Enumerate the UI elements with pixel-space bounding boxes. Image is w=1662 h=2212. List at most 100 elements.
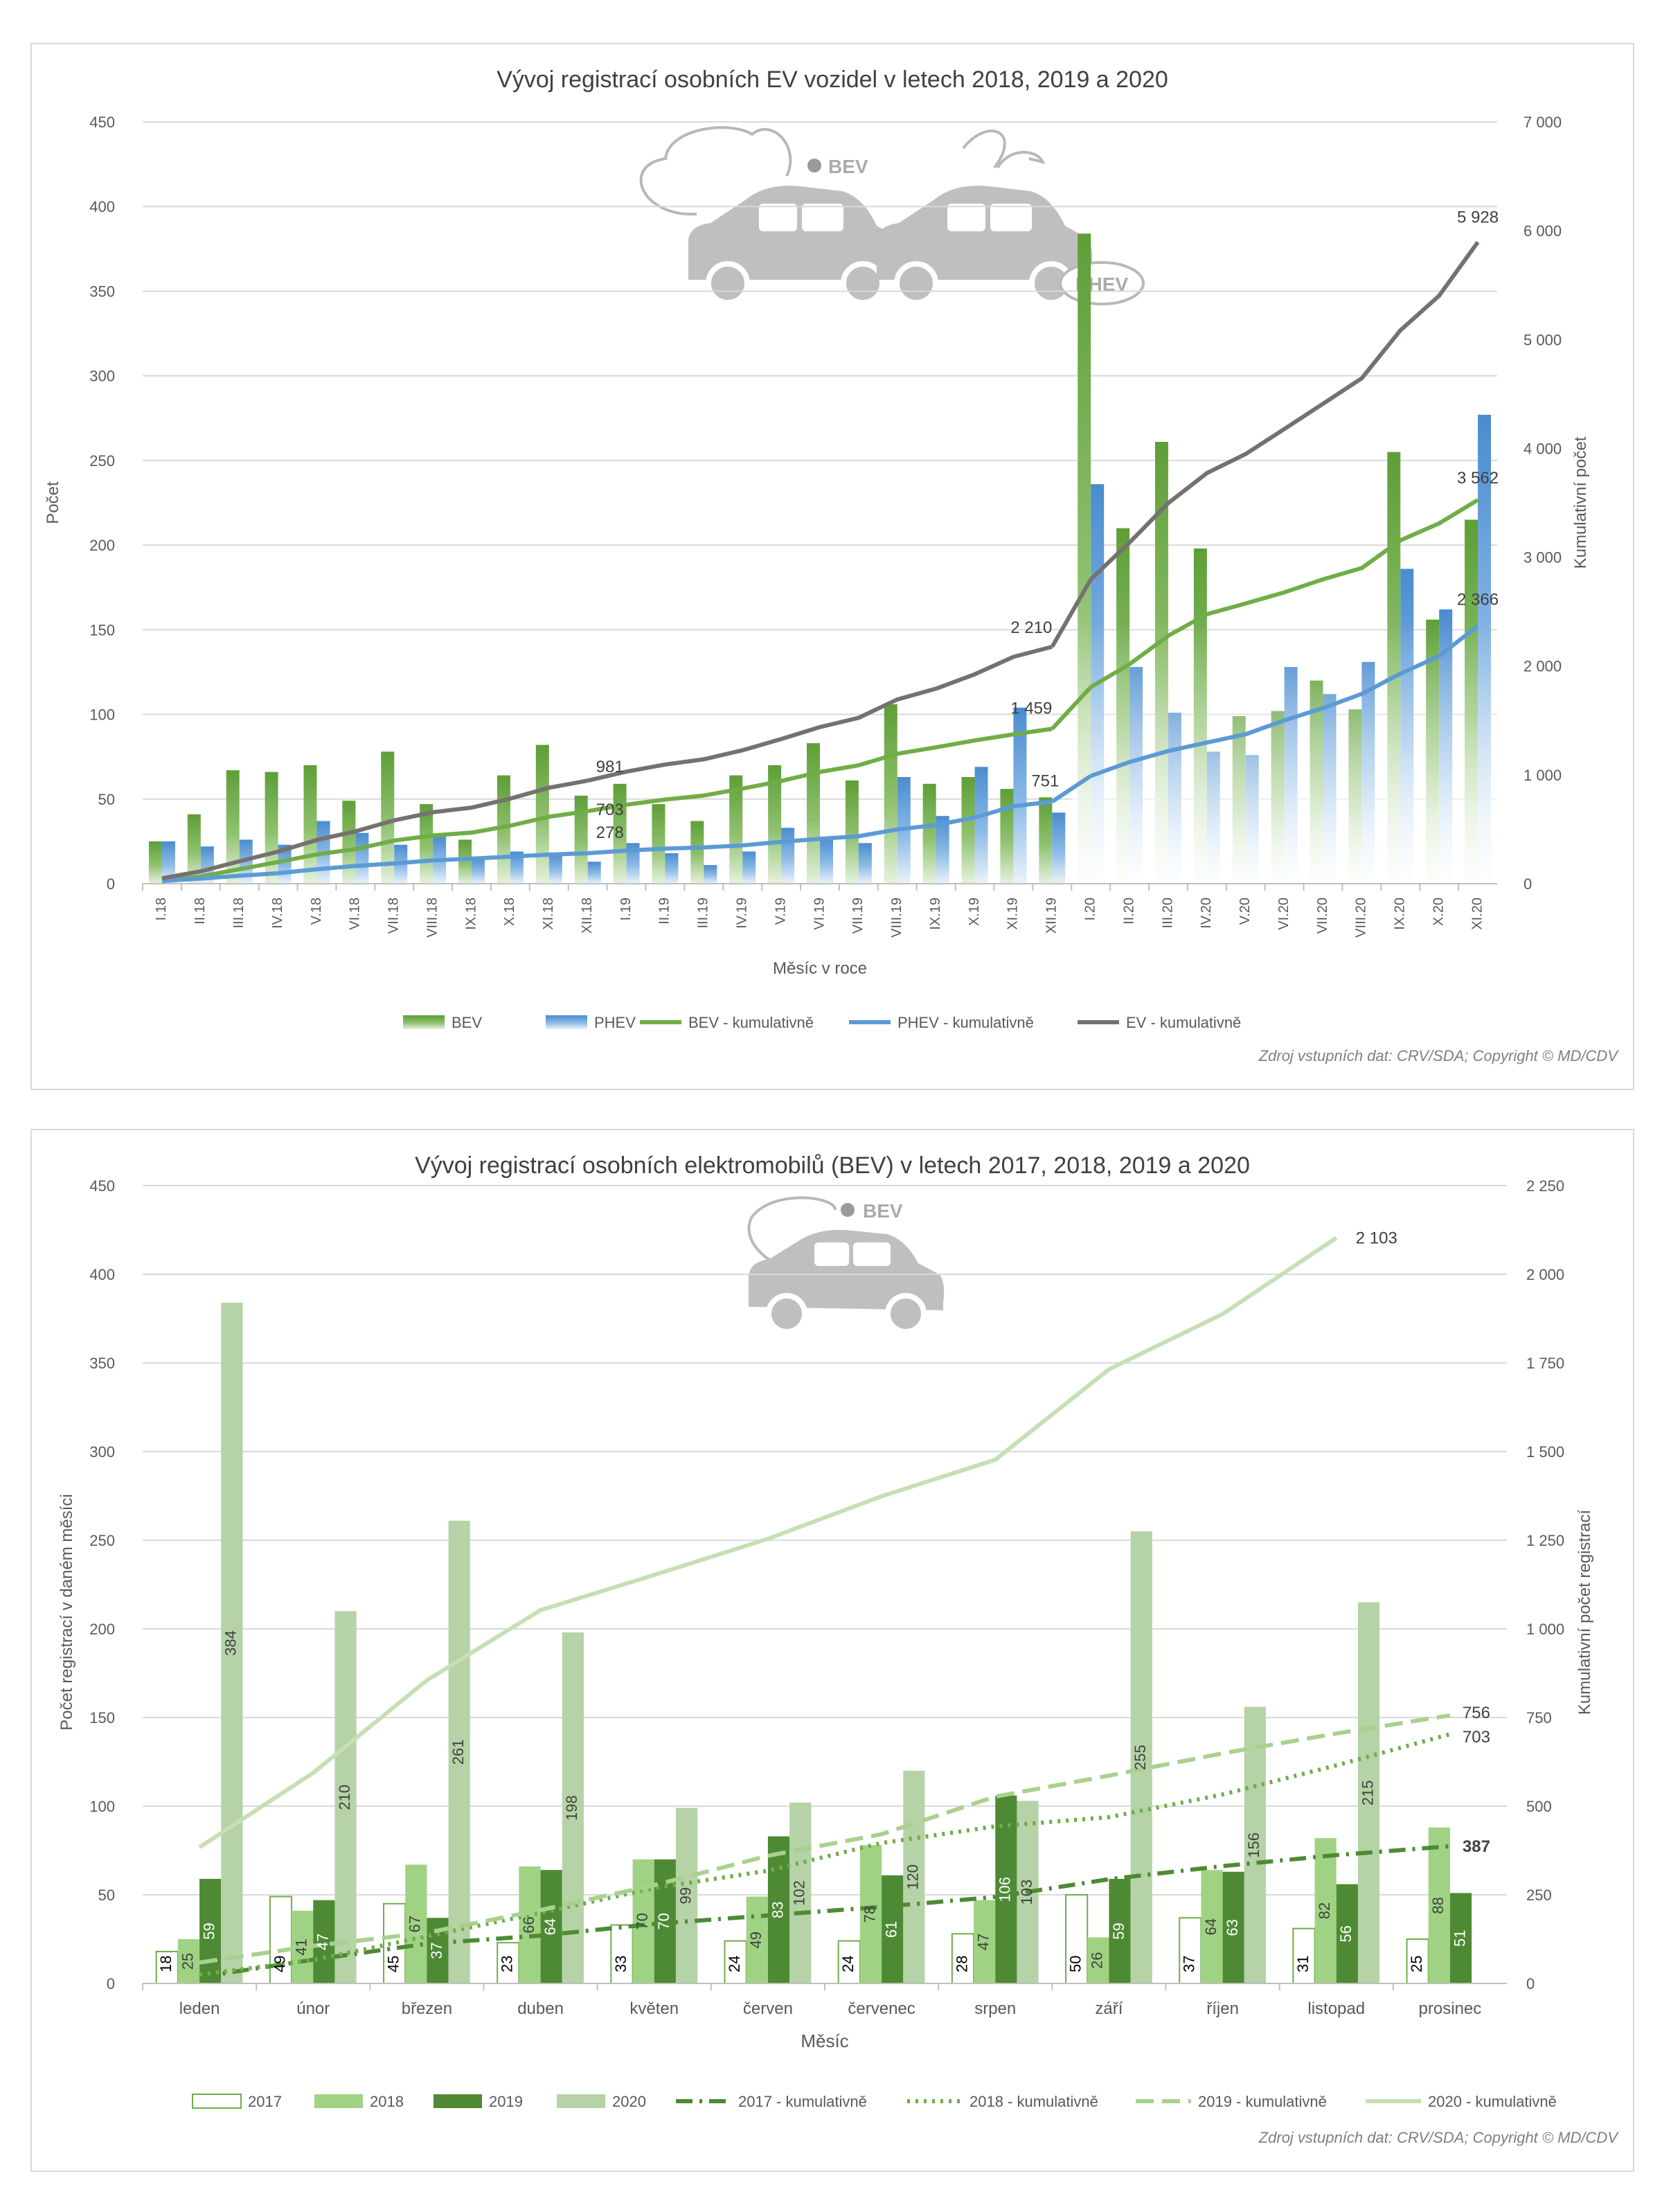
bev-bar	[845, 780, 859, 884]
x-tick-label: červen	[743, 1999, 793, 2018]
bar-value-label: 23	[499, 1956, 516, 1972]
bar-value-label: 64	[542, 1918, 559, 1935]
bev-bar	[961, 777, 975, 884]
bar-value-label: 51	[1451, 1929, 1468, 1946]
bar-value-label: 70	[634, 1913, 651, 1929]
x-axis-label: Měsíc	[801, 2031, 848, 2051]
bar-value-label: 59	[200, 1923, 217, 1939]
phev-bar	[161, 841, 175, 884]
y-tick-label: 400	[89, 198, 115, 215]
bev-bar	[613, 783, 627, 884]
y-tick-label: 200	[89, 1621, 115, 1638]
bev-bar	[535, 744, 549, 884]
y-tick-label: 0	[107, 1975, 115, 1992]
legend-2020-cumulative: 2020 - kumulativně	[1366, 2093, 1557, 2110]
bar-value-label: 210	[336, 1785, 353, 1810]
phev-cumulative-line	[1051, 774, 1092, 804]
bar-2017	[610, 1924, 634, 1985]
bar-2020	[1244, 1706, 1266, 1983]
end-label-2019: 756	[1463, 1704, 1490, 1722]
legend-bev: BEV	[403, 1014, 482, 1031]
y-tick-label: 50	[98, 1887, 115, 1904]
window-icon	[802, 204, 843, 231]
legend-label: PHEV - kumulativně	[897, 1014, 1034, 1031]
bar-2019	[1336, 1884, 1358, 1983]
bev-bar	[226, 770, 240, 884]
phev-cumulative-line	[161, 851, 588, 884]
phev-bar	[974, 767, 988, 884]
x-tick-label: V.20	[1237, 898, 1253, 925]
bar-value-label: 215	[1359, 1780, 1376, 1805]
y2-tick-label: 0	[1524, 875, 1532, 893]
phev-bar	[781, 828, 795, 884]
ev-cumulative-line	[587, 769, 627, 783]
phev-bar	[1013, 707, 1027, 884]
bar-2017	[269, 1896, 293, 1985]
legend-2018: 2018	[314, 2093, 404, 2110]
data-label: 981	[596, 758, 624, 776]
x-tick-label: V.18	[309, 898, 324, 925]
y2-axis-label: Kumulativní počet registrací	[1575, 1510, 1594, 1715]
x-tick-label: VII.20	[1315, 898, 1330, 934]
x-tick-label: II.19	[657, 898, 672, 925]
legend-ev-cumulative: EV - kumulativně	[1078, 1014, 1241, 1031]
x-tick-label: XI.20	[1469, 898, 1485, 930]
x-tick-label: X.18	[502, 898, 517, 926]
y-tick-label: 450	[89, 1177, 115, 1195]
y2-tick-label: 3 000	[1524, 549, 1562, 567]
y-tick-label: 100	[89, 1798, 115, 1815]
bev-cumulative-line	[1089, 498, 1479, 689]
ev-cumulative-line	[626, 644, 1053, 774]
ev-cumulative-line	[1089, 240, 1480, 581]
x-axis-label: Měsíc v roce	[773, 959, 867, 978]
end-label-2020: 2 103	[1356, 1229, 1397, 1247]
ev-cumulative-line	[1050, 578, 1093, 648]
phev-bar	[742, 851, 756, 884]
bar-value-label: 49	[747, 1932, 765, 1948]
y2-tick-label: 1 250	[1526, 1532, 1564, 1549]
y2-tick-label: 1 000	[1526, 1621, 1564, 1638]
y2-tick-label: 1 500	[1526, 1443, 1564, 1461]
bev-bar	[768, 765, 782, 884]
bev-illustration: BEV	[747, 1196, 945, 1335]
bar-value-label: 61	[882, 1921, 900, 1938]
data-label: 3 562	[1457, 469, 1499, 488]
x-tick-label: II.20	[1121, 898, 1136, 925]
bar-value-label: 106	[997, 1877, 1014, 1902]
y2-tick-label: 1 000	[1524, 767, 1562, 784]
bev-bar	[574, 795, 588, 884]
cable-icon	[639, 126, 792, 216]
phev-bar	[510, 851, 524, 884]
bar-2018	[746, 1896, 768, 1983]
plug-icon	[841, 1203, 855, 1217]
phev-bar	[472, 856, 485, 884]
phev-bar	[587, 862, 601, 884]
bar-value-label: 198	[563, 1795, 580, 1821]
chart-ev-registrations: Vývoj registrací osobních EV vozidel v l…	[44, 66, 1619, 1064]
x-tick-label: duben	[517, 1999, 564, 2018]
bar-2020	[221, 1302, 243, 1983]
bar-value-label: 59	[1110, 1923, 1127, 1939]
bar-2020	[789, 1802, 812, 1983]
phev-bar	[355, 832, 369, 884]
x-tick-label: květen	[629, 1999, 679, 2018]
bar-value-label: 156	[1245, 1832, 1262, 1858]
y-tick-label: 300	[89, 368, 115, 385]
legend-swatch	[403, 1015, 445, 1029]
phev-bar	[626, 843, 640, 884]
x-tick-label: I.20	[1082, 898, 1098, 920]
wheel-icon	[841, 261, 885, 305]
bev-bar	[1000, 789, 1014, 884]
x-tick-label: XII.19	[1044, 898, 1060, 934]
bar-value-label: 120	[904, 1864, 922, 1890]
bar-2019	[1109, 1878, 1131, 1983]
cable-icon	[962, 130, 1046, 169]
x-tick-label: III.19	[696, 898, 711, 928]
y-tick-label: 250	[89, 452, 115, 470]
bev-icon-label: BEV	[828, 156, 868, 177]
x-tick-label: březen	[402, 1999, 452, 2018]
bar-2020	[1357, 1602, 1380, 1983]
bar-value-label: 31	[1294, 1956, 1312, 1972]
y-tick-label: 0	[107, 875, 115, 893]
bev-icon-label: BEV	[863, 1200, 903, 1222]
